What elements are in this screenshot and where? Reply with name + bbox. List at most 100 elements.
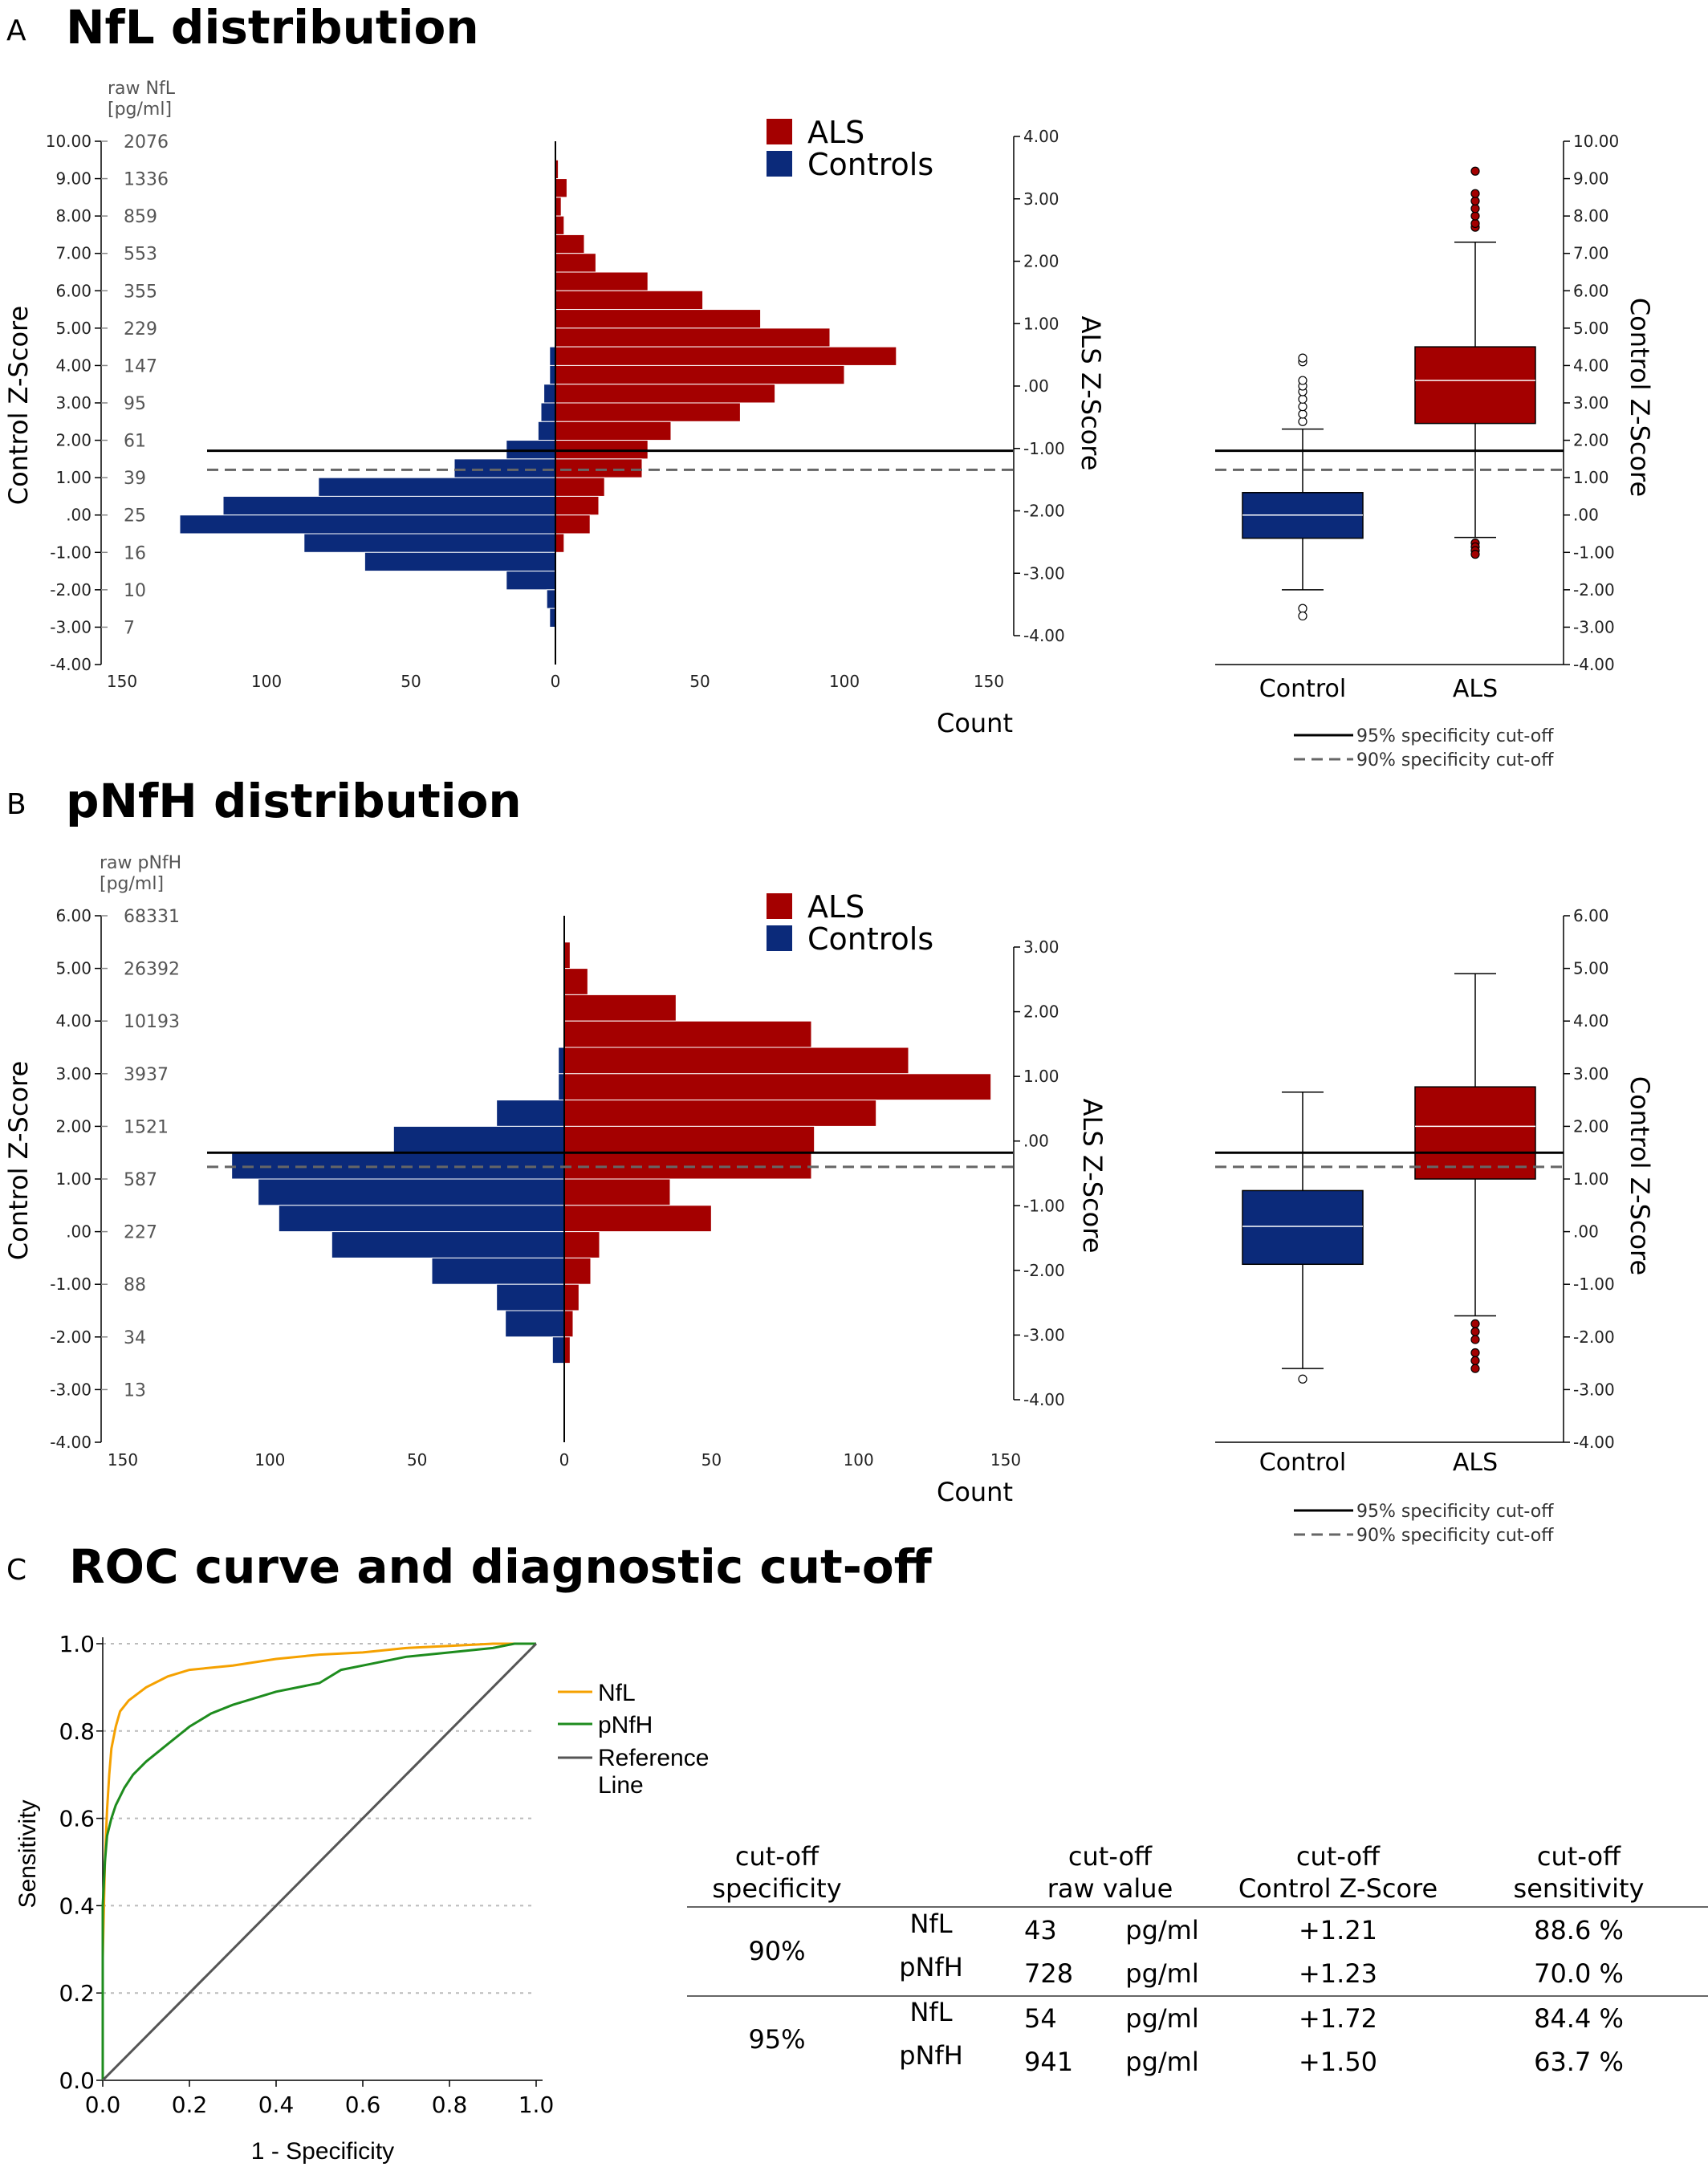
controls-bar	[540, 402, 556, 422]
controls-bar	[258, 1178, 565, 1206]
legend-label-als: ALS	[807, 889, 864, 925]
right-tick-label: -1.00	[1023, 439, 1065, 458]
outlier-point	[1470, 1319, 1480, 1329]
roc-y-tick-label: 0.6	[59, 1806, 95, 1832]
controls-bar	[496, 1100, 565, 1127]
header-z-2: Control Z-Score	[1238, 1873, 1438, 1904]
outlier-point	[1470, 211, 1480, 221]
box-tick-label: 4.00	[1573, 1011, 1609, 1031]
raw-tick-label: 26392	[124, 960, 180, 980]
legend-reference-label-1: Reference	[598, 1745, 709, 1771]
x-tick-label: 100	[844, 1450, 874, 1470]
raw-tick-label: 10	[124, 581, 146, 601]
roc-y-tick-label: 0.8	[59, 1718, 95, 1745]
controls-bar	[392, 1125, 565, 1153]
x-tick-label: 150	[107, 672, 137, 691]
legend-swatch-controls	[767, 925, 792, 951]
x-tick-label: 150	[108, 1450, 138, 1470]
raw-tick-label: 227	[124, 1223, 157, 1243]
controls-bar	[549, 346, 556, 366]
outlier-point	[1298, 417, 1307, 426]
right-tick-label: 2.00	[1023, 252, 1059, 271]
als-bar	[555, 514, 591, 535]
roc-y-tick-label: 0.2	[59, 1980, 95, 2006]
raw-tick-label: 68331	[124, 907, 180, 927]
raw-tick-label: 88	[124, 1275, 146, 1295]
x-tick-label: 0	[551, 672, 561, 691]
row-marker: NfL	[909, 1909, 952, 1939]
row-raw: 54	[1024, 2003, 1057, 2034]
raw-axis-title-line2: [pg/ml]	[108, 100, 172, 120]
box-tick-label: 10.00	[1573, 132, 1619, 151]
outlier-point	[1298, 353, 1307, 363]
raw-tick-label: 859	[124, 207, 157, 227]
header-raw-1: cut-off	[1068, 1841, 1153, 1872]
roc-x-tick-label: 0.4	[258, 2092, 295, 2118]
controls-bar	[551, 1336, 565, 1364]
outlier-point	[1470, 189, 1480, 198]
als-bar	[555, 384, 776, 404]
outlier-point	[1298, 409, 1307, 419]
row-marker: pNfH	[899, 2040, 963, 2071]
controls-bar	[364, 551, 556, 572]
row-unit: pg/ml	[1125, 1958, 1198, 1989]
outlier-point	[1470, 166, 1480, 176]
outlier-point	[1470, 1364, 1480, 1373]
als-bar	[555, 178, 567, 198]
y-tick-label: 6.00	[55, 281, 92, 300]
header-z-1: cut-off	[1296, 1841, 1381, 1872]
controls-bar	[543, 384, 556, 404]
row-marker: NfL	[909, 1997, 952, 2027]
panel-c-title: ROC curve and diagnostic cut-off	[69, 1539, 933, 1594]
header-specificity-1: cut-off	[735, 1841, 819, 1872]
raw-tick-label: 1521	[124, 1117, 169, 1137]
als-bar	[563, 1283, 580, 1311]
legend-95-label: 95% specificity cut-off	[1356, 1502, 1554, 1522]
y-tick-label: 9.00	[55, 169, 92, 189]
x-axis-label: Count	[937, 708, 1013, 738]
y-tick-label: 5.00	[55, 319, 92, 338]
roc-y-tick-label: 0.0	[59, 2067, 95, 2094]
box-tick-label: 3.00	[1573, 393, 1609, 413]
roc-x-label: 1 - Specificity	[251, 2138, 394, 2165]
box-tick-label: 8.00	[1573, 206, 1609, 226]
als-bar	[555, 364, 845, 385]
right-tick-label: -4.00	[1023, 626, 1065, 645]
right-tick-label: -2.00	[1023, 502, 1065, 521]
pnfh-boxplot: Control Z-Score Control ALS 95% specific…	[1215, 906, 1655, 1546]
als-bar	[563, 941, 571, 970]
als-bar	[563, 1231, 600, 1258]
als-bar	[563, 1257, 592, 1285]
y-tick-label: 8.00	[55, 206, 92, 226]
als-bar	[563, 1100, 877, 1127]
box-tick-label: -1.00	[1573, 543, 1615, 562]
box-tick-label: -3.00	[1573, 617, 1615, 636]
box-tick-label: 2.00	[1573, 1116, 1609, 1136]
controls-bar	[549, 608, 556, 628]
legend-pnfh-label: pNfH	[598, 1712, 653, 1738]
y-tick-label: 2.00	[55, 431, 92, 450]
als-bar	[563, 1178, 671, 1206]
als-bar	[555, 327, 831, 348]
y-tick-label: 3.00	[55, 1064, 92, 1083]
legend-swatch-controls	[767, 151, 792, 177]
x-tick-label: 100	[254, 1450, 285, 1470]
y-tick-label: 4.00	[55, 356, 92, 375]
x-tick-label: 50	[401, 672, 421, 691]
box-tick-label: -2.00	[1573, 1327, 1615, 1347]
x-tick-label: 100	[829, 672, 860, 691]
panel-a-letter: A	[6, 14, 26, 47]
raw-axis-title-line2: [pg/ml]	[100, 874, 164, 894]
right-tick-label: 3.00	[1023, 937, 1059, 957]
box-tick-label: 6.00	[1573, 281, 1609, 300]
box-iqr	[1414, 346, 1536, 425]
box-tick-label: 3.00	[1573, 1064, 1609, 1083]
box-tick-label: -3.00	[1573, 1380, 1615, 1399]
box-tick-label: -1.00	[1573, 1275, 1615, 1294]
x-axis-label: Count	[937, 1477, 1013, 1507]
row-marker: pNfH	[899, 1952, 963, 1982]
box-iqr	[1242, 1189, 1364, 1266]
als-bar	[555, 253, 596, 273]
box-tick-label: 2.00	[1573, 431, 1609, 450]
raw-axis-title-line1: raw NfL	[108, 79, 176, 99]
